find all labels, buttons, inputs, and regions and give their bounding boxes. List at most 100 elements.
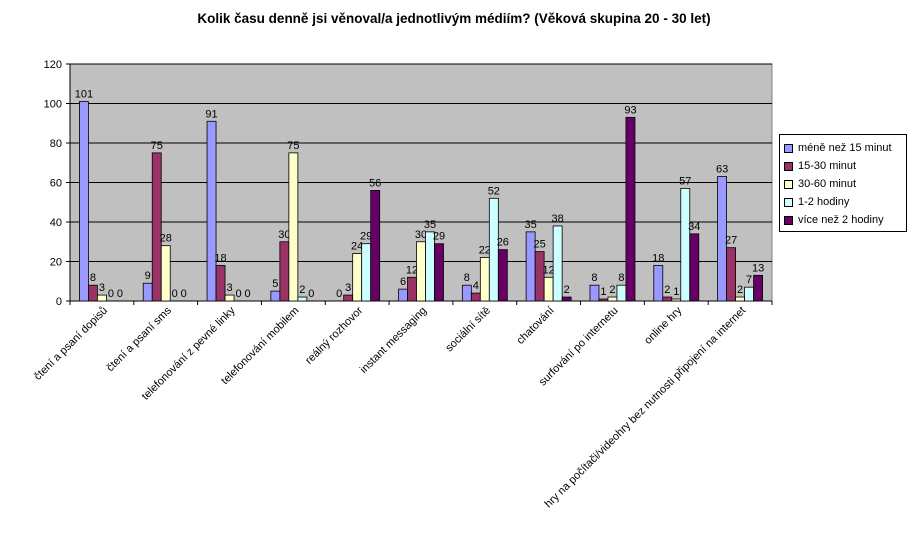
data-label: 3 (226, 282, 232, 294)
bar (151, 152, 162, 302)
bar (671, 298, 682, 302)
bar (352, 253, 363, 302)
data-label: 8 (618, 272, 624, 284)
data-label: 5 (272, 278, 278, 290)
legend: méně než 15 minut 15-30 minut 30-60 minut 1… (779, 134, 907, 232)
y-tick-label: 60 (50, 178, 62, 190)
data-label: 2 (564, 284, 570, 296)
data-label: 8 (591, 272, 597, 284)
data-label: 13 (752, 262, 764, 274)
data-label: 22 (479, 245, 491, 257)
bar (370, 189, 381, 302)
data-label: 0 (181, 288, 187, 300)
bar (653, 265, 664, 302)
legend-swatch (784, 215, 793, 225)
bar (479, 257, 490, 302)
bar (288, 152, 299, 302)
x-tick-label: sociální sítě (443, 305, 493, 355)
legend-swatch (784, 143, 793, 153)
data-label: 30 (415, 229, 427, 241)
data-label: 38 (552, 213, 564, 225)
data-label: 0 (244, 288, 250, 300)
legend-label: více než 2 hodiny (798, 214, 884, 226)
legend-swatch (784, 179, 793, 189)
bar (552, 225, 563, 302)
x-tick-label: instant messaging (358, 305, 429, 376)
bar (561, 296, 572, 302)
data-label: 2 (299, 284, 305, 296)
bar (753, 274, 763, 302)
data-label: 3 (345, 282, 351, 294)
y-tick-label: 100 (44, 99, 62, 111)
bar (488, 197, 499, 302)
bar (543, 276, 554, 302)
data-label: 57 (679, 175, 691, 187)
bar (470, 292, 481, 302)
data-label: 2 (664, 284, 670, 296)
data-label: 0 (308, 288, 314, 300)
data-label: 93 (624, 104, 636, 116)
bar (97, 294, 107, 302)
data-label: 27 (725, 235, 737, 247)
data-label: 29 (433, 231, 445, 243)
data-label: 35 (424, 219, 436, 231)
bar (461, 284, 472, 302)
data-label: 0 (235, 288, 241, 300)
legend-swatch (784, 161, 793, 171)
data-label: 12 (406, 264, 418, 276)
data-label: 63 (716, 164, 728, 176)
bar (497, 249, 508, 302)
bar (434, 243, 444, 302)
legend-label: méně než 15 minut (798, 142, 892, 154)
bar (680, 188, 691, 302)
bar (625, 116, 636, 302)
data-label: 7 (746, 274, 752, 286)
data-label: 8 (90, 272, 96, 284)
data-label: 91 (205, 108, 217, 120)
bar (407, 276, 417, 302)
data-label: 3 (99, 282, 105, 294)
bar (297, 296, 308, 302)
data-label: 18 (214, 252, 226, 264)
bar (279, 241, 290, 302)
data-label: 75 (151, 140, 163, 152)
y-tick-label: 80 (50, 138, 62, 150)
bar (598, 298, 609, 302)
y-tick-label: 0 (56, 296, 62, 308)
bar (88, 284, 98, 302)
data-label: 9 (145, 270, 151, 282)
data-label: 56 (369, 177, 381, 189)
data-label: 26 (497, 237, 509, 249)
bar (160, 245, 171, 302)
x-tick-label: čtení a psaní sms (104, 304, 174, 374)
bar (343, 294, 354, 302)
legend-label: 15-30 minut (798, 160, 857, 172)
data-label: 12 (543, 264, 555, 276)
x-tick-label: chatování (515, 305, 557, 347)
legend-item: více než 2 hodiny (784, 211, 906, 229)
bar (215, 265, 226, 302)
data-label: 52 (488, 185, 500, 197)
legend-swatch (784, 197, 793, 207)
data-label: 24 (351, 241, 363, 253)
bar (224, 294, 235, 302)
data-label: 101 (75, 89, 93, 101)
bar (689, 233, 700, 302)
data-label: 28 (160, 233, 172, 245)
bar (662, 296, 673, 302)
legend-label: 1-2 hodiny (798, 196, 850, 208)
bar (726, 247, 736, 302)
bar (142, 282, 153, 302)
bar (616, 284, 627, 302)
data-label: 0 (172, 288, 178, 300)
bar (416, 241, 426, 302)
data-label: 29 (360, 231, 372, 243)
legend-item: méně než 15 minut (784, 139, 906, 157)
data-label: 0 (108, 288, 114, 300)
x-tick-label: čtení a psaní dopisů (32, 305, 110, 383)
data-label: 18 (652, 252, 664, 264)
bar (534, 251, 545, 302)
bar (589, 284, 600, 302)
bar (398, 288, 408, 302)
data-label: 8 (464, 272, 470, 284)
